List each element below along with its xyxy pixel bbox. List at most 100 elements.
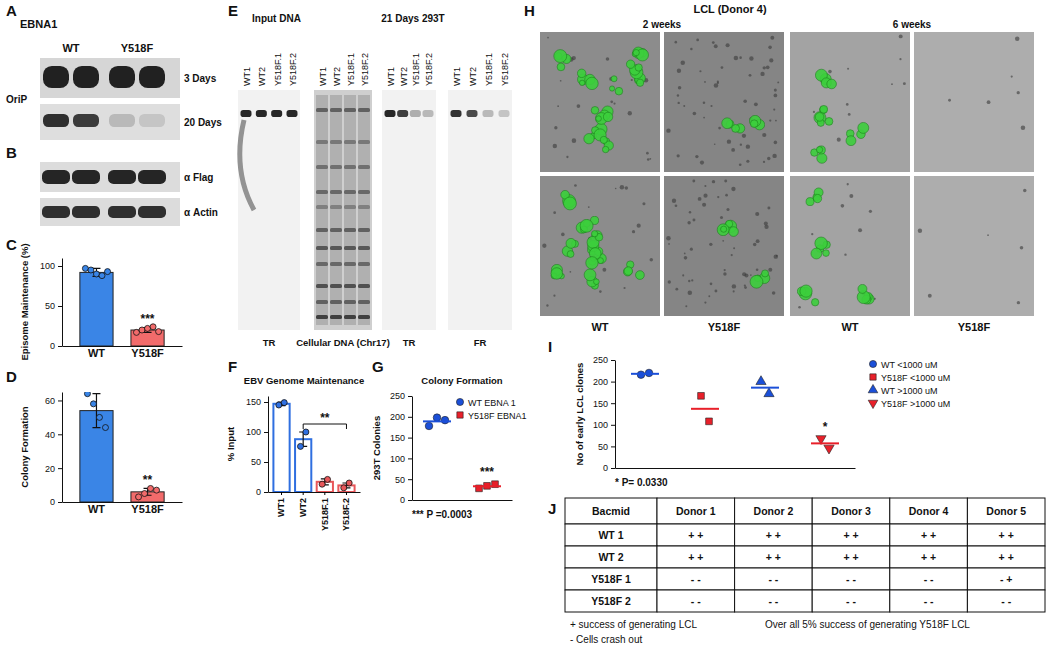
green-colony xyxy=(813,194,821,202)
band xyxy=(43,66,69,88)
band xyxy=(316,228,328,232)
tick: 0 xyxy=(603,463,615,473)
tick-label: 60 xyxy=(45,396,55,406)
cell-debris xyxy=(724,269,726,271)
cell-debris xyxy=(606,57,610,61)
band xyxy=(330,140,342,144)
cell-debris xyxy=(726,43,730,47)
legend-label: Y518F EBNA1 xyxy=(468,411,527,421)
lane-label: WT2 xyxy=(257,67,267,86)
annotation: *** xyxy=(480,465,494,479)
green-colony xyxy=(584,269,596,281)
band xyxy=(358,205,370,209)
green-colony xyxy=(722,118,733,129)
legend-label: WT EBNA 1 xyxy=(468,398,516,408)
cell-debris xyxy=(760,72,764,76)
cell-debris xyxy=(703,194,707,198)
green-colony xyxy=(749,115,760,126)
tick-label: 0 xyxy=(400,495,405,505)
tick-mark xyxy=(58,346,62,347)
cell-debris xyxy=(602,268,606,272)
table-note: + success of generating LCL xyxy=(570,619,697,630)
tick-label: 250 xyxy=(593,355,608,365)
panel-label: F xyxy=(228,358,237,375)
band xyxy=(72,170,100,184)
table-cell xyxy=(657,524,735,546)
green-colony xyxy=(750,120,758,128)
tick-label: 50 xyxy=(45,301,55,311)
point xyxy=(93,271,99,277)
blot-header: Input DNA xyxy=(252,13,301,24)
tick: 0 xyxy=(400,495,412,505)
cell-debris xyxy=(720,216,723,219)
point xyxy=(325,476,331,482)
band xyxy=(358,284,370,288)
tick-label: Y518F.1 xyxy=(320,498,330,531)
tick: 100 xyxy=(593,420,615,430)
mean-line xyxy=(811,442,839,444)
micrograph xyxy=(664,32,784,172)
table-text: - - xyxy=(846,595,856,607)
point xyxy=(756,376,766,385)
band xyxy=(43,114,69,127)
tick: WT1 xyxy=(276,492,286,517)
cell-debris xyxy=(744,286,747,289)
point xyxy=(433,414,441,422)
table-cell xyxy=(565,568,657,590)
table-cell xyxy=(890,524,968,546)
tick-label: Y518F xyxy=(131,347,164,359)
cell-debris xyxy=(918,229,922,233)
table-header: Donor 2 xyxy=(754,505,794,517)
y-axis: 050100150 xyxy=(246,397,269,498)
green-colony xyxy=(811,248,822,259)
plot-area xyxy=(273,400,354,492)
point xyxy=(764,388,774,397)
cell-debris xyxy=(770,36,774,40)
cell-debris xyxy=(849,194,853,198)
point xyxy=(133,329,139,335)
cell-debris xyxy=(553,211,556,214)
green-colony xyxy=(600,136,607,143)
band xyxy=(344,315,356,319)
cell-debris xyxy=(767,206,770,209)
image-frame xyxy=(540,176,660,316)
legend-label: Y518F >1000 uM xyxy=(881,399,950,409)
tick-label: 200 xyxy=(390,412,405,422)
annotation: *** xyxy=(141,312,155,326)
lane-label: Y518F.2 xyxy=(360,53,370,86)
cell-debris xyxy=(678,102,680,104)
point xyxy=(102,425,108,431)
cell-debris xyxy=(689,211,691,213)
lane-label: WT2 xyxy=(399,67,409,86)
point xyxy=(425,422,433,430)
tick: 250 xyxy=(593,355,615,365)
chart: 050100150200250WT <1000 uMY518F <1000 uM… xyxy=(574,355,950,488)
table-cell xyxy=(565,498,657,524)
cell-debris xyxy=(754,102,758,106)
cell-debris xyxy=(709,243,712,246)
cell-debris xyxy=(693,112,697,116)
cell-debris xyxy=(798,306,801,309)
cell-debris xyxy=(928,294,932,298)
point xyxy=(139,327,145,333)
tick-mark xyxy=(58,502,62,503)
tick: 250 xyxy=(390,391,412,401)
tick-label: Y518F.2 xyxy=(341,498,351,531)
green-colony xyxy=(717,224,729,236)
cell-debris xyxy=(714,290,717,293)
band xyxy=(72,206,100,218)
table-cell xyxy=(657,546,735,568)
cell-debris xyxy=(742,272,746,276)
cell-debris xyxy=(599,290,602,293)
legend: WT EBNA 1 Y518F EBNA1 xyxy=(456,398,526,421)
green-colony xyxy=(762,270,769,277)
cell-debris xyxy=(772,291,776,295)
cell-debris xyxy=(768,268,772,272)
cell-debris xyxy=(858,228,862,232)
cell-debris xyxy=(743,99,747,103)
tick-mark xyxy=(611,468,615,469)
chart-title: Colony Formation xyxy=(421,375,502,386)
tick-mark xyxy=(58,468,62,469)
legend: WT <1000 uMY518F <1000 uMWT >1000 uMY518… xyxy=(868,360,950,409)
band xyxy=(73,114,99,127)
